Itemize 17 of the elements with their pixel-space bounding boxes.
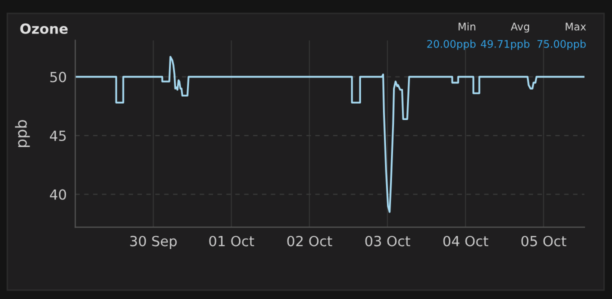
x-tick-label: 03 Oct <box>365 236 410 246</box>
chart-title: Ozone <box>20 23 68 34</box>
x-tick-label: 30 Sep <box>130 236 177 250</box>
y-tick-label: 50 <box>50 72 66 82</box>
annotation: 20.00ppb <box>427 40 476 50</box>
text: Avg <box>510 22 530 33</box>
y-tick-label: 40 <box>50 189 66 200</box>
x-tick-label: 04 Oct <box>443 236 488 246</box>
y-axis-title: ppb <box>15 120 30 147</box>
x-tick-label: 01 Oct <box>209 236 254 246</box>
text: Max <box>566 22 586 31</box>
text: Min <box>458 22 476 30</box>
y-tick-label: 45 <box>50 130 66 142</box>
annotation: 49.71ppb <box>480 40 530 50</box>
x-tick-label: 05 Oct <box>521 236 566 246</box>
x-tick-label: 02 Oct <box>287 236 332 246</box>
annotation: 75.00ppb <box>537 40 586 50</box>
